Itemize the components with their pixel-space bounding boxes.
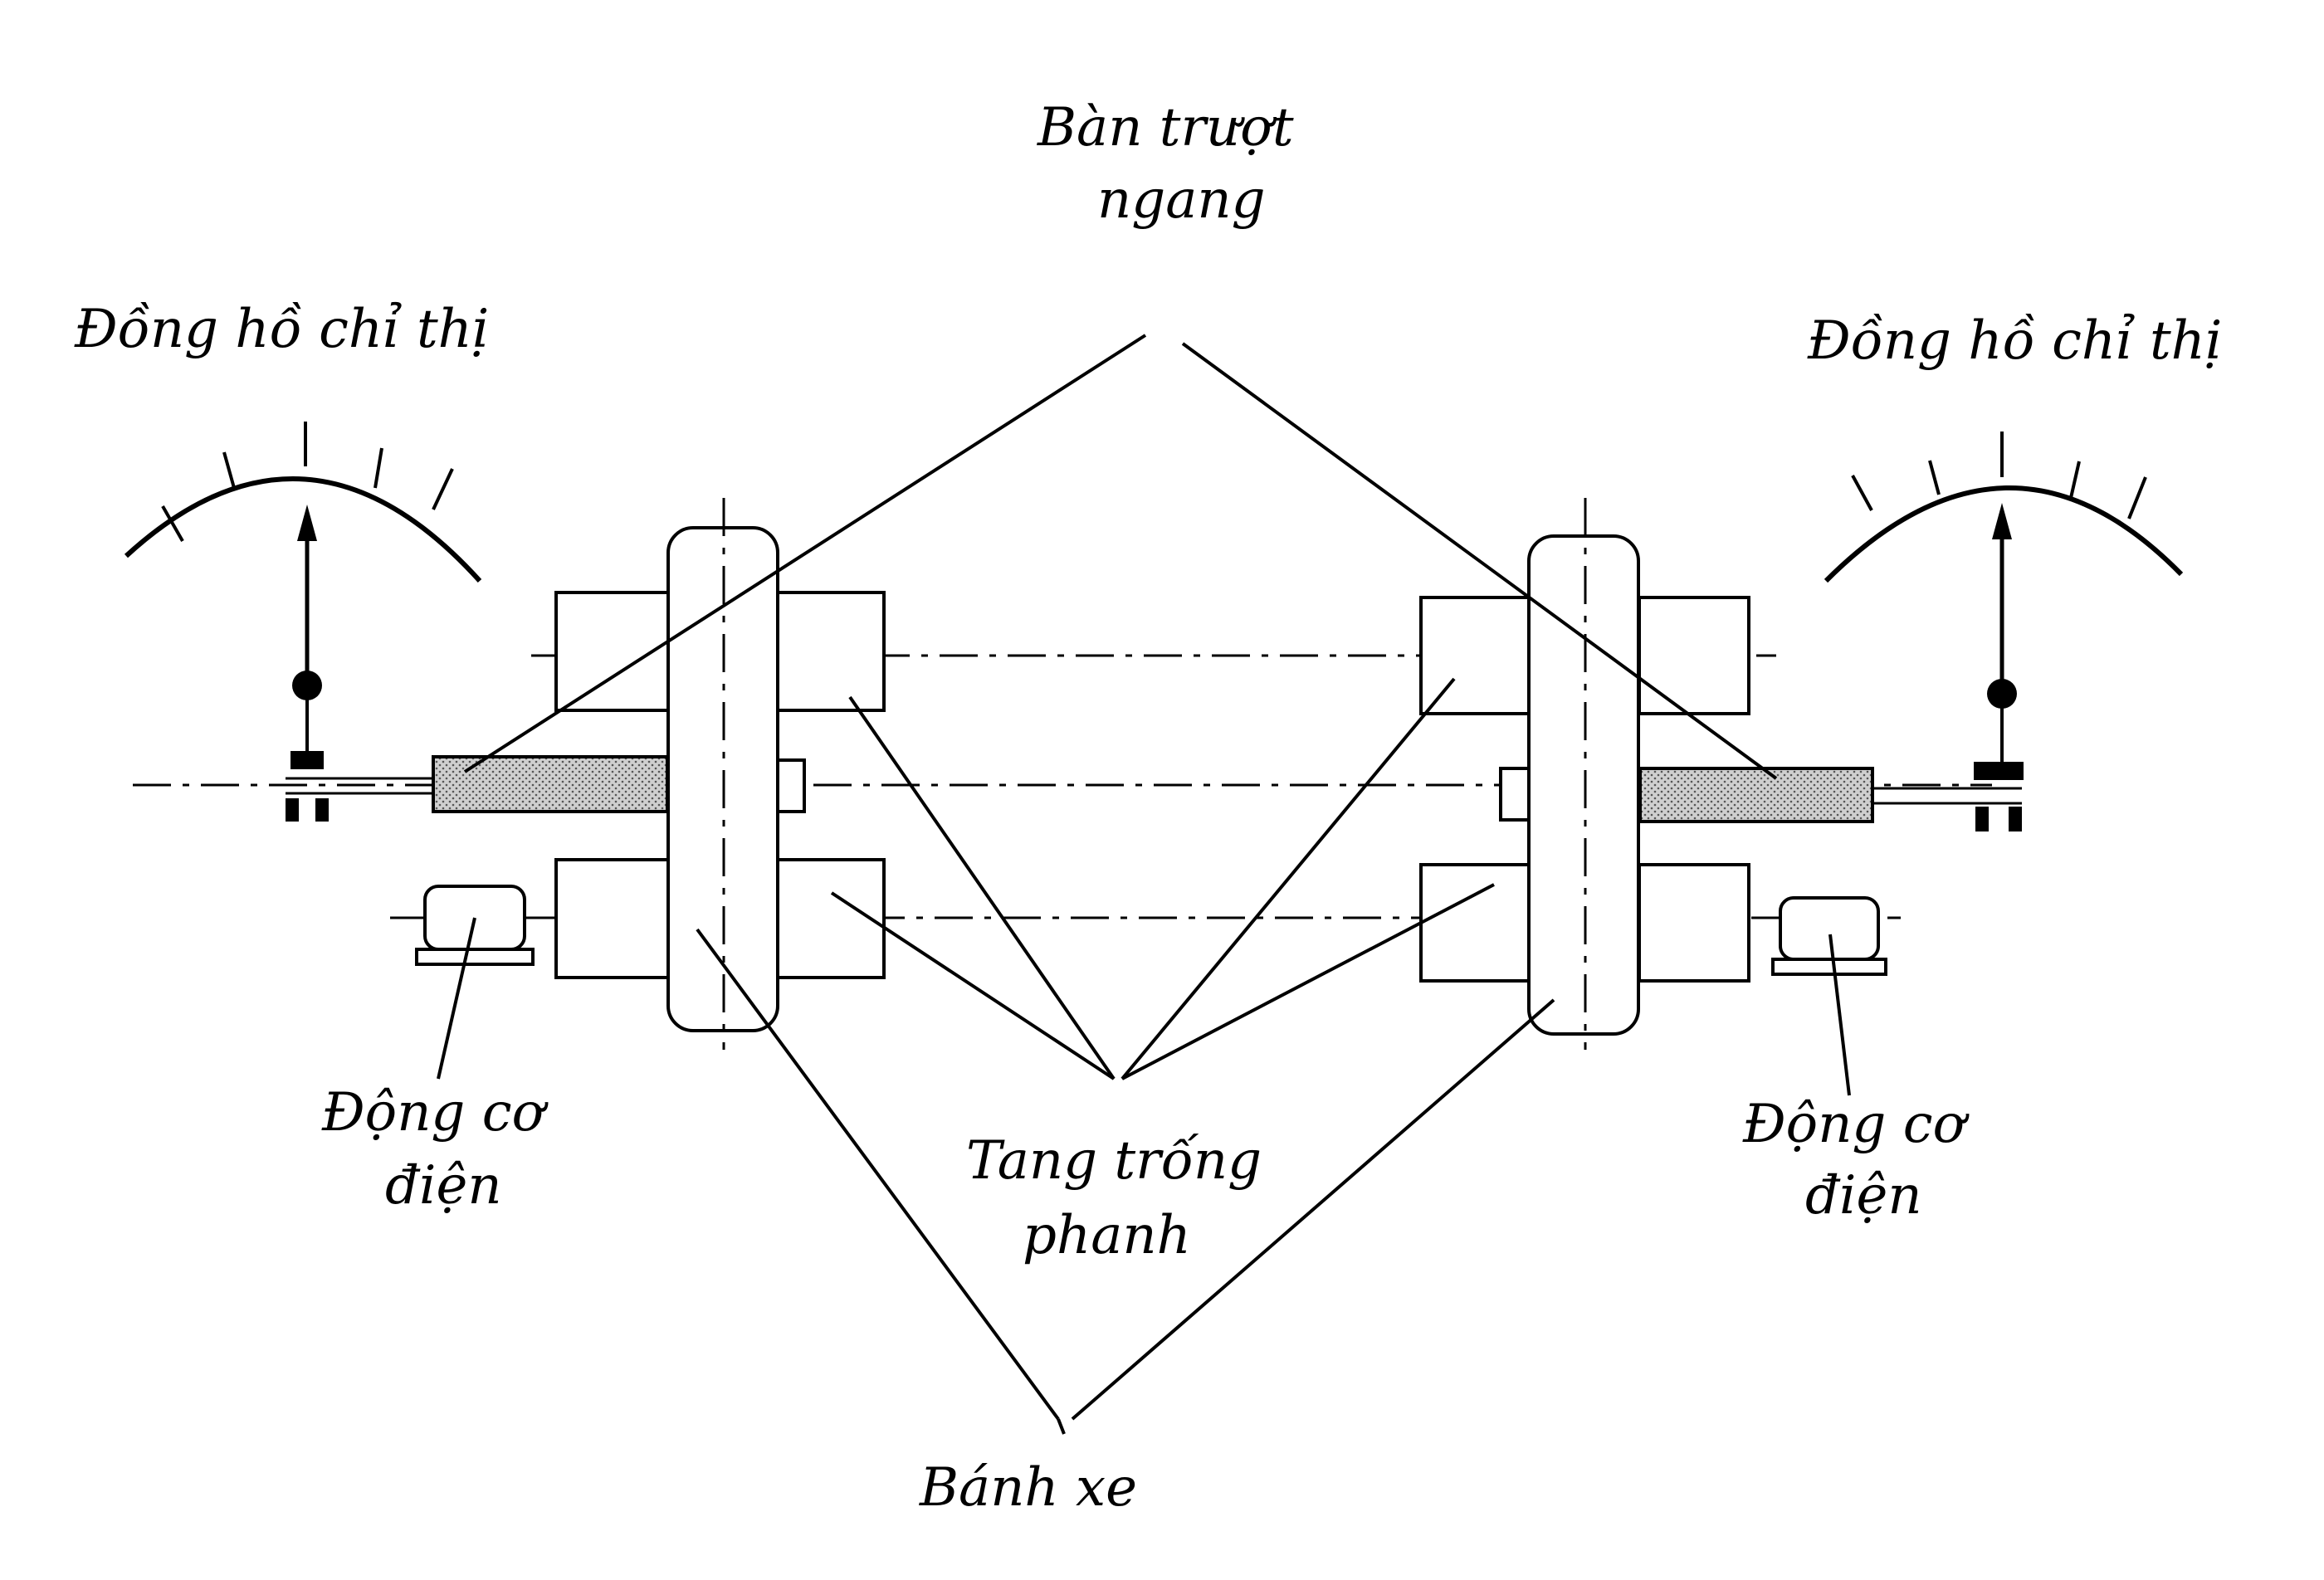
right-wheel bbox=[1527, 534, 1640, 1036]
label-dong-co-left-line2: điện bbox=[385, 1155, 502, 1217]
right-motor-icon bbox=[1771, 896, 1887, 976]
left-drum-top-inner bbox=[776, 591, 886, 712]
right-wheel-assembly bbox=[1419, 498, 1874, 1050]
label-dong-co-right-line2: điện bbox=[1805, 1165, 1922, 1226]
label-dong-ho-left: Đồng hồ chỉ thị bbox=[74, 299, 489, 360]
left-hub bbox=[776, 758, 806, 813]
left-slide-table bbox=[432, 755, 669, 813]
right-hub bbox=[1499, 767, 1531, 822]
right-drum-bottom-outer bbox=[1638, 863, 1750, 983]
left-dial-gauge-icon bbox=[124, 422, 482, 822]
label-ban-truot-line2: ngang bbox=[1097, 169, 1266, 231]
leader-lines bbox=[437, 334, 1851, 1435]
right-drum-bottom-inner bbox=[1419, 863, 1531, 983]
right-slide-table bbox=[1638, 767, 1874, 823]
right-drum-top-inner bbox=[1419, 596, 1531, 715]
label-ban-truot-line1: Bàn trượt bbox=[1037, 97, 1294, 158]
label-dong-co-right-line1: Động cơ bbox=[1742, 1094, 1970, 1155]
left-wheel-assembly bbox=[432, 498, 886, 1050]
label-banh-xe: Bánh xe bbox=[919, 1457, 1137, 1519]
label-dong-co-left-line1: Động cơ bbox=[321, 1082, 549, 1144]
right-dial-gauge-icon bbox=[1824, 432, 2184, 831]
label-dong-ho-right: Đồng hồ chỉ thị bbox=[1807, 310, 2222, 372]
left-drum-bottom-outer bbox=[554, 858, 670, 979]
right-drum-top-outer bbox=[1638, 596, 1750, 715]
label-tang-trong-line1: Tang trống bbox=[966, 1130, 1262, 1192]
label-tang-trong-line2: phanh bbox=[1023, 1205, 1191, 1266]
